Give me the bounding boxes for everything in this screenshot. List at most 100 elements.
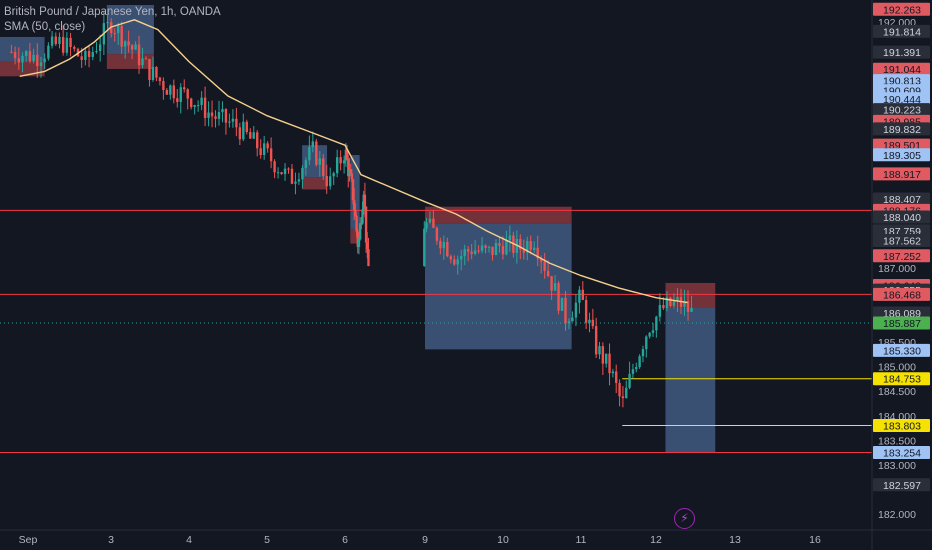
candle-body (560, 297, 564, 311)
flash-icon[interactable]: ⚡ (674, 508, 695, 529)
time-tick-label: 6 (342, 534, 348, 546)
price-tag-bg (873, 74, 930, 88)
candle-body (339, 157, 342, 164)
stop-zone (106, 54, 154, 69)
time-tick-label: 10 (497, 534, 509, 546)
candle-body (231, 118, 235, 122)
candle-body (574, 302, 578, 318)
candle-body (242, 121, 245, 140)
price-tag-label: 188.407 (883, 194, 921, 206)
price-tag-label: 191.044 (883, 64, 921, 76)
candle-body (224, 109, 228, 123)
candle-body (363, 194, 367, 207)
price-tag-bg (873, 478, 930, 492)
candle-body (10, 51, 13, 53)
candle-body (543, 261, 546, 271)
time-tick-label: 12 (650, 534, 662, 546)
candle-body (301, 167, 304, 180)
candle-body (32, 54, 35, 62)
candle-body (588, 319, 591, 323)
candle-body (329, 176, 332, 187)
candle-body (453, 259, 456, 265)
candle-body (283, 168, 287, 175)
candle-body (13, 51, 17, 59)
candle-body (87, 50, 91, 57)
candle-body (127, 41, 130, 46)
candle-body (557, 283, 560, 311)
candle-body (658, 305, 662, 317)
candle-body (364, 206, 368, 243)
time-tick-label: 5 (264, 534, 270, 546)
candle-body (276, 172, 280, 174)
price-tag-label: 186.468 (883, 289, 921, 301)
candle-body (355, 216, 358, 232)
candle-body (522, 249, 525, 253)
candle-body (669, 297, 672, 306)
candle-body (564, 297, 567, 324)
price-tag-label: 187.562 (883, 236, 921, 248)
stop-zone (350, 228, 360, 244)
candle-body (460, 256, 463, 260)
candle-body (238, 127, 242, 140)
candle-body (428, 218, 432, 223)
candle-body (28, 51, 32, 62)
candle-body (155, 66, 158, 78)
candle-body (361, 209, 364, 224)
candle-body (604, 353, 608, 364)
time-tick-label: 11 (576, 534, 587, 546)
candle-body (567, 321, 571, 324)
candle-body (158, 77, 162, 82)
candle-body (611, 371, 615, 374)
candle-body (676, 296, 679, 302)
candles (10, 11, 693, 408)
candle-body (207, 112, 210, 118)
price-tag-bg (873, 306, 930, 320)
candle-body (508, 235, 512, 241)
price-tick-label: 184.500 (878, 386, 916, 398)
candle-body (21, 55, 24, 63)
candle-body (581, 289, 585, 300)
candle-body (350, 173, 354, 180)
candle-body (172, 85, 176, 99)
profit-zone (350, 155, 360, 229)
time-tick-label: 16 (809, 534, 821, 546)
candle-body (425, 222, 428, 229)
price-tag-bg (873, 167, 930, 181)
candle-body (584, 299, 588, 323)
indicator-legend[interactable]: SMA (50, close) (4, 21, 86, 33)
candle-body (252, 132, 255, 139)
candle-body (113, 33, 116, 35)
candle-body (259, 148, 262, 155)
candle-body (648, 332, 651, 337)
candle-body (662, 305, 665, 309)
candle-body (69, 37, 72, 48)
candle-body (120, 26, 123, 47)
time-tick-label: 3 (108, 534, 114, 546)
price-tag-bg (873, 418, 930, 432)
candle-body (477, 250, 480, 252)
candle-body (628, 373, 631, 388)
candle-body (621, 396, 625, 399)
candle-body (123, 41, 127, 47)
price-tag-bg (873, 148, 930, 162)
price-tag-label: 183.803 (883, 420, 921, 432)
candle-body (487, 246, 491, 248)
candle-body (435, 227, 439, 241)
price-tag-bg (873, 249, 930, 263)
candle-body (151, 66, 155, 81)
price-tag-bg (873, 372, 930, 386)
candle-body (322, 158, 325, 176)
candle-body (200, 97, 203, 106)
candle-body (269, 148, 273, 162)
candle-body (498, 243, 501, 246)
candle-body (357, 239, 361, 248)
candle-body (686, 301, 690, 312)
price-tag-label: 183.254 (883, 447, 921, 459)
candle-body (505, 240, 508, 255)
time-tick-label: 13 (729, 534, 741, 546)
candle-body (273, 161, 276, 173)
candle-body (186, 89, 189, 99)
candle-body (446, 242, 449, 257)
candle-body (245, 121, 248, 133)
